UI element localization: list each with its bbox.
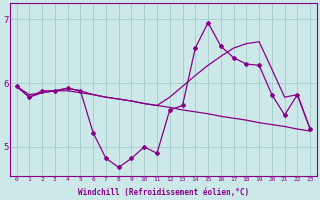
X-axis label: Windchill (Refroidissement éolien,°C): Windchill (Refroidissement éolien,°C) [78,188,249,197]
